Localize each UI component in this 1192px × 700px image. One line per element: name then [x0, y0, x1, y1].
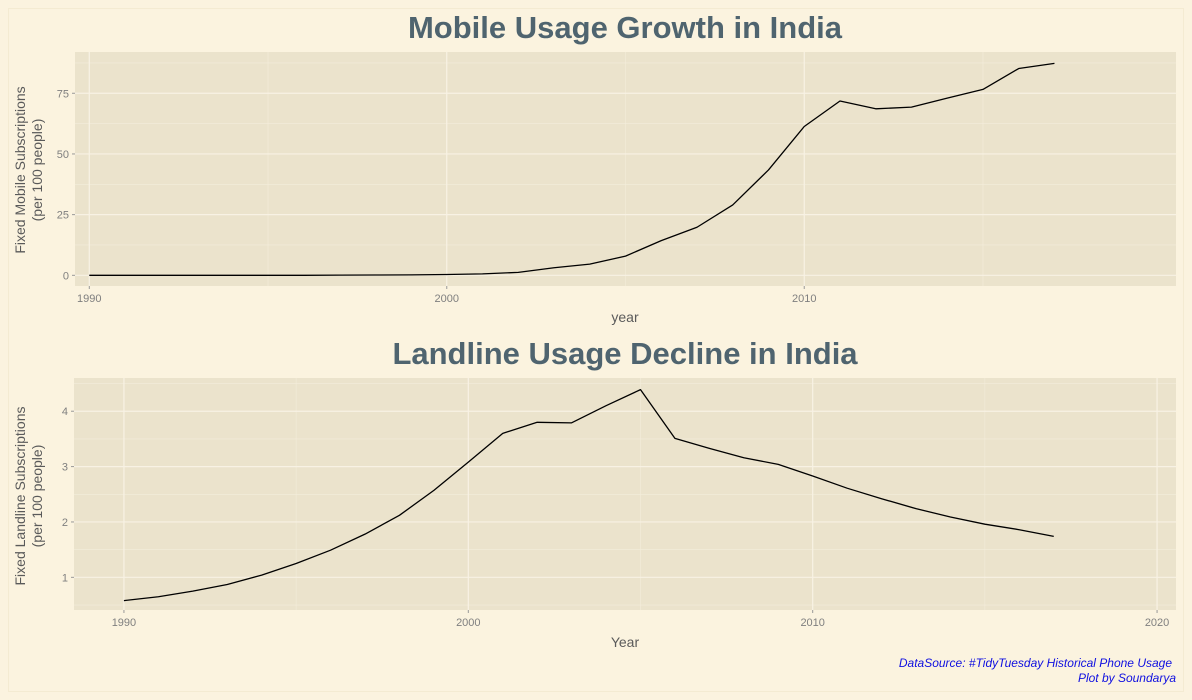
- chart-2-panel: 1990 2000 2010 2020 1 2 3 4: [62, 378, 1176, 629]
- caption-author: Plot by Soundarya: [1078, 671, 1176, 685]
- x-tick-label: 2000: [435, 293, 459, 305]
- chart-2-y-axis-title-line1: Fixed Landline Subscriptions: [12, 407, 28, 586]
- x-tick-label: 2010: [800, 617, 824, 629]
- y-tick-label: 75: [57, 88, 69, 100]
- y-tick-label: 3: [62, 462, 68, 474]
- chart-2-y-axis-title-line2: (per 100 people): [29, 445, 45, 548]
- y-tick-label: 4: [62, 406, 68, 418]
- chart-1-panel: 1990 2000 2010 0 25 50 75: [57, 52, 1176, 305]
- x-tick-label: 2010: [792, 293, 816, 305]
- caption-data-source: DataSource: #TidyTuesday Historical Phon…: [899, 656, 1172, 670]
- y-tick-label: 1: [62, 572, 68, 584]
- y-tick-label: 50: [57, 149, 69, 161]
- y-tick-label: 0: [63, 270, 69, 282]
- y-tick-label: 25: [57, 210, 69, 222]
- chart-1-title: Mobile Usage Growth in India: [408, 10, 843, 45]
- chart-1-x-axis-title: year: [611, 309, 639, 325]
- y-tick-label: 2: [62, 517, 68, 529]
- x-tick-label: 1990: [112, 617, 136, 629]
- series-line-1-1: [89, 62, 1055, 276]
- chart-1-y-axis-title-line2: (per 100 people): [29, 119, 45, 222]
- x-tick-label: 2000: [456, 617, 480, 629]
- series-line-2-1: [123, 388, 1054, 602]
- chart-2-x-axis-title: Year: [611, 634, 640, 650]
- chart-1-y-axis-title-line1: Fixed Mobile Subscriptions: [12, 86, 28, 253]
- chart-2-title: Landline Usage Decline in India: [392, 336, 858, 371]
- x-tick-label: 2020: [1145, 617, 1169, 629]
- x-tick-label: 1990: [77, 293, 101, 305]
